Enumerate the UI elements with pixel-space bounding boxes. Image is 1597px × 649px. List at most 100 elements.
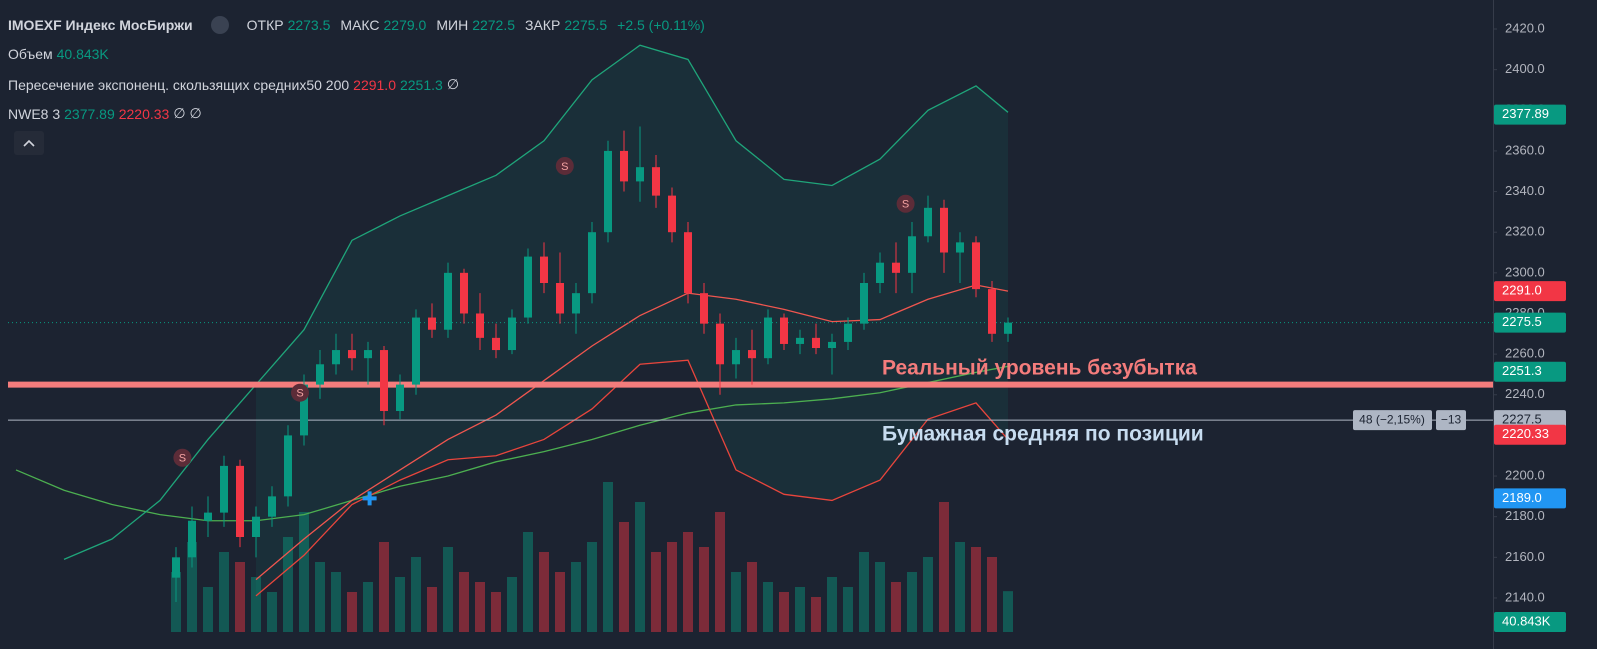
price-tag-label: 2291.0 (1502, 283, 1542, 298)
volume-bar (955, 542, 965, 632)
candle-body (556, 283, 564, 314)
candle-body (972, 242, 980, 290)
volume-bar (459, 572, 469, 632)
volume-bar (491, 592, 501, 632)
volume-bar (971, 547, 981, 632)
candle-body (220, 465, 228, 513)
volume-bar (539, 552, 549, 632)
candle-body (748, 350, 756, 359)
candle-body (620, 150, 628, 182)
volume-value: 40.843K (56, 46, 109, 62)
candle-body (732, 350, 740, 365)
y-tick-label: 2180.0 (1505, 508, 1545, 523)
candle-body (780, 317, 788, 344)
open-label: ОТКР (246, 17, 284, 33)
y-tick-label: 2160.0 (1505, 549, 1545, 564)
plot-area: S S S S 48 (−2,15%) −13 (8, 44, 1493, 632)
candle-body (828, 341, 836, 349)
candle-body (796, 337, 804, 344)
volume-bar (331, 572, 341, 632)
volume-bar (907, 572, 917, 632)
price-tag-label: 2220.33 (1502, 426, 1549, 441)
volume-bar (395, 577, 405, 632)
collapse-legend-button[interactable] (14, 131, 44, 155)
hide-button[interactable] (210, 16, 229, 34)
signal-label: S (296, 388, 303, 400)
candle-body (348, 350, 356, 359)
candle-body (412, 317, 420, 385)
price-tag (1494, 424, 1566, 445)
nwe-name[interactable]: NWE8 3 (8, 105, 61, 122)
price-tag-label: 2377.89 (1502, 106, 1549, 121)
volume-bar (891, 582, 901, 632)
price-tag (1494, 312, 1566, 333)
volume-tag (1494, 612, 1566, 632)
ema-name[interactable]: Пересечение экспоненц. скользящих средни… (8, 76, 350, 93)
candle-body (1004, 322, 1012, 334)
symbol[interactable]: IMOEXF Индекс МосБиржи (8, 17, 193, 33)
candle-body (204, 512, 212, 521)
volume-bar (651, 552, 661, 632)
price-tag-label: 2251.3 (1502, 363, 1542, 378)
ema-extra-value: ∅ (446, 76, 460, 92)
candle-body (652, 167, 660, 196)
volume-bar (987, 557, 997, 632)
volume-bar (699, 547, 709, 632)
indicator-line (63, 44, 1009, 560)
volume-legend: Объем 40.843K (8, 46, 109, 62)
candle-body (428, 317, 436, 330)
nwe-extra-value: ∅ (173, 105, 186, 121)
symbol-legend: IMOEXF Индекс МосБиржи ОТКР 2273.5 МАКС 22… (8, 16, 705, 34)
volume-bar (315, 562, 325, 632)
volume-bar (475, 582, 485, 632)
candle-body (380, 350, 388, 412)
price-tag (1494, 361, 1566, 382)
candle-body (908, 236, 916, 273)
volume-bar (795, 587, 805, 632)
price-tag (1494, 104, 1566, 125)
close-label: ЗАКР (525, 17, 561, 33)
open-value: 2273.5 (287, 17, 331, 33)
volume-bar (363, 582, 373, 632)
y-tick-label: 2340.0 (1505, 183, 1545, 198)
ema-slow-value: 2251.3 (399, 76, 443, 93)
volume-bar (251, 577, 261, 632)
candle-body (316, 364, 324, 385)
indicator-line (255, 359, 1009, 597)
y-tick-label: 2140.0 (1505, 589, 1545, 604)
signal-label: S (179, 453, 186, 465)
candle-body (396, 384, 404, 412)
volume-bar (811, 597, 821, 632)
candle-body (588, 232, 596, 294)
nwe-upper-value: 2377.89 (64, 105, 115, 122)
price-tag-label: 2275.5 (1502, 314, 1542, 329)
high-value: 2279.0 (383, 17, 427, 33)
candle-body (700, 293, 708, 324)
volume-bar (219, 552, 229, 632)
candle-body (860, 283, 868, 324)
candle-body (508, 317, 516, 351)
volume-bar (379, 542, 389, 632)
volume-bar (283, 537, 293, 632)
candle-body (844, 323, 852, 342)
volume-bar (299, 512, 309, 632)
position-pnl: 48 (−2,15%) (1359, 412, 1425, 426)
candle-body (236, 465, 244, 537)
price-tag-label: 2189.0 (1502, 490, 1542, 505)
volume-bar (747, 562, 757, 632)
signal-marker (291, 383, 309, 402)
y-tick-label: 2320.0 (1505, 224, 1545, 239)
y-tick-label: 2240.0 (1505, 386, 1545, 401)
candle-body (956, 242, 964, 253)
candle-body (172, 557, 180, 578)
candle-body (604, 150, 612, 233)
signal-marker (173, 448, 192, 467)
y-tick-label: 2260.0 (1505, 346, 1545, 361)
volume-bar (731, 572, 741, 632)
volume-bar (859, 552, 869, 632)
volume-bar (843, 587, 853, 632)
volume-bar (571, 562, 581, 632)
